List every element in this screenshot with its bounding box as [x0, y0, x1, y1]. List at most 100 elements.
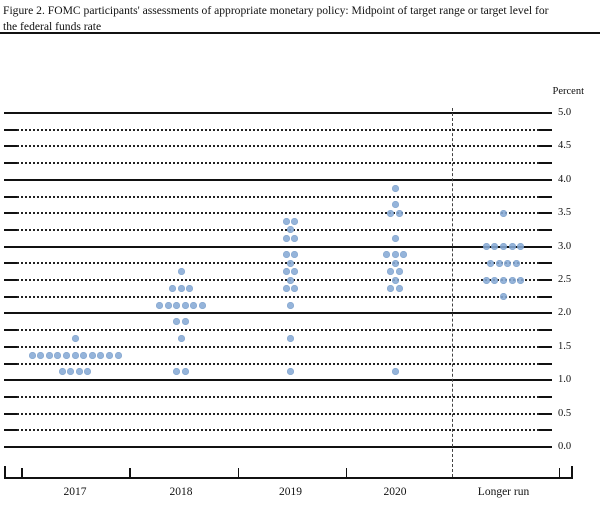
policy-dot-2017-1.375: [71, 351, 79, 359]
gridline-cap-left-0.25: [4, 429, 17, 432]
gridline-solid-5.00: [4, 112, 552, 114]
policy-dot-2018-2.625: [177, 268, 185, 276]
y-tick-label-0.0: 0.0: [558, 441, 572, 452]
policy-dot-2020-3.625: [391, 201, 399, 209]
policy-dot-2020-3.5: [395, 209, 403, 217]
gridline-dotted-3.50: [17, 212, 539, 215]
policy-dot-2017-1.375: [97, 351, 105, 359]
gridline-dotted-3.75: [17, 195, 539, 198]
gridline-dotted-4.75: [17, 128, 539, 131]
x-axis-endcap-left: [4, 466, 6, 477]
policy-dot-2019-2.875: [282, 251, 290, 259]
gridline-cap-right-1.75: [539, 329, 552, 332]
gridline-dotted-2.50: [17, 279, 539, 281]
policy-dot-2020-3.875: [391, 184, 399, 192]
policy-dot-longer-run-3.5: [500, 209, 507, 217]
gridline-dotted-2.25: [17, 295, 539, 298]
policy-dot-2020-2.75: [391, 259, 399, 267]
gridline-cap-left-0.50: [4, 412, 17, 415]
policy-dot-2020-2.625: [395, 268, 403, 276]
gridline-cap-left-3.25: [4, 228, 17, 231]
policy-dot-2018-1.875: [173, 318, 181, 326]
policy-dot-2018-1.625: [177, 334, 185, 342]
policy-dot-2018-2.375: [168, 284, 176, 292]
policy-dot-2019-2.5: [287, 276, 294, 284]
x-axis-tick-1: [129, 468, 131, 477]
x-axis-tick-3: [345, 468, 348, 477]
policy-dot-2017-1.375: [62, 351, 70, 359]
y-tick-label-5.0: 5.0: [558, 107, 572, 118]
policy-dot-longer-run-2.5: [517, 276, 525, 284]
policy-dot-2017-1.125: [75, 368, 83, 376]
policy-dot-2019-2.375: [291, 284, 299, 292]
gridline-cap-left-4.25: [4, 162, 17, 165]
gridline-cap-left-3.75: [4, 195, 17, 198]
policy-dot-2019-1.125: [287, 368, 294, 376]
policy-dot-2017-1.625: [71, 334, 79, 342]
policy-dot-2017-1.375: [88, 351, 96, 359]
gridline-dotted-1.25: [17, 362, 539, 365]
gridline-dotted-0.25: [17, 429, 539, 432]
policy-dot-2017-1.375: [37, 351, 45, 359]
policy-dot-longer-run-3: [508, 243, 516, 251]
policy-dot-2019-2.75: [287, 259, 294, 267]
gridline-cap-right-1.25: [539, 362, 552, 365]
gridline-dotted-4.50: [17, 145, 539, 148]
y-tick-label-2.0: 2.0: [558, 307, 572, 319]
gridline-cap-right-2.25: [539, 295, 552, 298]
gridline-solid-3.00: [4, 245, 552, 248]
gridline-dotted-4.25: [17, 162, 539, 165]
gridline-cap-left-2.25: [4, 295, 17, 298]
policy-dot-2017-1.125: [58, 368, 66, 376]
policy-dot-2020-2.625: [387, 268, 395, 276]
gridline-dotted-1.75: [17, 329, 539, 332]
policy-dot-2017-1.375: [54, 351, 62, 359]
policy-dot-2017-1.375: [114, 351, 122, 359]
policy-dot-2020-2.5: [391, 276, 399, 284]
gridline-solid-1.00: [4, 379, 552, 382]
x-label-2017: 2017: [63, 486, 87, 498]
x-label-longer-run: Longer run: [477, 486, 530, 498]
policy-dot-2020-2.875: [382, 251, 390, 259]
figure-title-line2: the federal funds rate: [3, 20, 102, 33]
gridline-cap-left-4.75: [4, 128, 17, 131]
policy-dot-longer-run-3: [500, 243, 507, 251]
policy-dot-2020-3.125: [391, 234, 399, 242]
x-axis-line: [4, 477, 573, 479]
gridline-dotted-3.25: [17, 228, 539, 231]
policy-dot-2019-2.375: [282, 284, 290, 292]
y-tick-label-1.0: 1.0: [558, 374, 572, 386]
policy-dot-2020-2.875: [391, 251, 399, 259]
gridline-cap-right-3.75: [539, 195, 552, 198]
gridline-dotted-0.50: [17, 412, 539, 415]
gridline-cap-right-0.75: [539, 395, 552, 398]
gridline-cap-left-1.25: [4, 362, 17, 365]
policy-dot-2018-2.125: [164, 301, 172, 309]
gridline-cap-right-0.50: [539, 412, 552, 415]
y-tick-label-3.0: 3.0: [558, 240, 572, 252]
policy-dot-2018-1.125: [181, 368, 189, 376]
policy-dot-2018-2.125: [156, 301, 163, 309]
gridline-solid-0.00: [4, 446, 552, 448]
policy-dot-2018-2.125: [173, 301, 181, 309]
x-label-2019: 2019: [279, 486, 302, 498]
policy-dot-2017-1.125: [67, 368, 75, 376]
policy-dot-2018-2.125: [199, 301, 206, 309]
policy-dot-2019-3.375: [282, 218, 290, 226]
gridline-cap-right-4.75: [539, 128, 552, 131]
x-axis-tick-2: [237, 468, 240, 477]
gridline-cap-left-1.50: [4, 345, 17, 348]
gridline-solid-2.00: [4, 312, 552, 315]
policy-dot-2019-3.25: [287, 226, 294, 234]
policy-dot-2019-1.625: [287, 334, 294, 342]
policy-dot-longer-run-2.75: [504, 259, 512, 267]
policy-dot-2020-1.125: [391, 368, 399, 376]
policy-dot-longer-run-3: [482, 243, 490, 251]
policy-dot-longer-run-3: [517, 243, 525, 251]
policy-dot-2020-2.875: [400, 251, 408, 259]
policy-dot-2019-2.625: [282, 268, 290, 276]
gridline-cap-right-2.75: [539, 262, 552, 265]
policy-dot-longer-run-2.5: [482, 276, 490, 284]
policy-dot-2019-3.375: [291, 218, 299, 226]
